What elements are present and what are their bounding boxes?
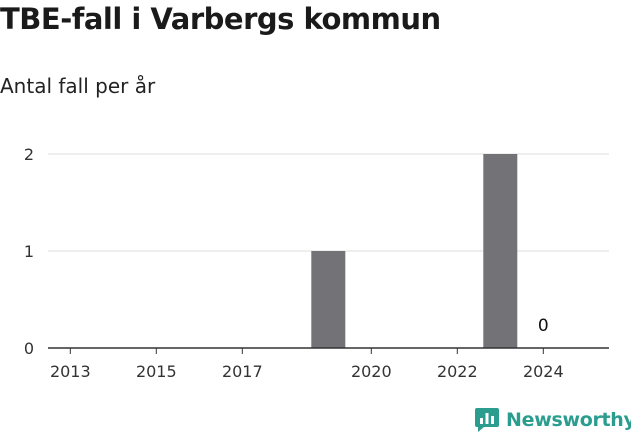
chart-subtitle: Antal fall per år — [0, 74, 156, 98]
x-tick-label: 2024 — [523, 362, 564, 381]
x-tick-label: 2020 — [351, 362, 392, 381]
brand-name: Newsworthy — [506, 409, 631, 431]
x-tick-label: 2022 — [437, 362, 478, 381]
y-tick-label: 1 — [24, 242, 34, 261]
data-label: 0 — [538, 316, 549, 336]
x-tick-label: 2013 — [50, 362, 91, 381]
y-tick-label: 0 — [24, 339, 34, 358]
bar — [311, 251, 346, 348]
chart-title: TBE-fall i Varbergs kommun — [0, 2, 441, 36]
x-tick-label: 2015 — [136, 362, 177, 381]
x-tick-label: 2017 — [222, 362, 263, 381]
bar — [483, 154, 518, 348]
brand-logo: Newsworthy — [474, 406, 631, 434]
y-tick-label: 2 — [24, 145, 34, 164]
newsworthy-logo-icon — [475, 408, 499, 432]
